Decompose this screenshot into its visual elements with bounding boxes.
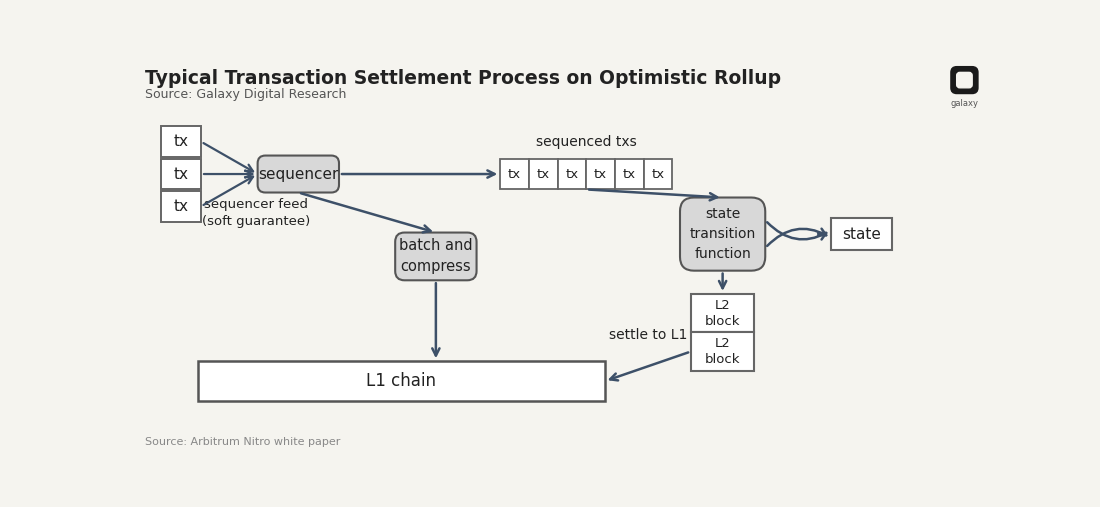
Text: tx: tx	[174, 199, 188, 214]
FancyBboxPatch shape	[952, 67, 978, 93]
Bar	[500, 159, 529, 190]
Bar	[832, 218, 892, 250]
Bar	[644, 159, 672, 190]
Bar	[615, 159, 644, 190]
Text: L2
block: L2 block	[705, 299, 740, 328]
Text: Source: Arbitrum Nitro white paper: Source: Arbitrum Nitro white paper	[145, 438, 341, 447]
FancyBboxPatch shape	[957, 73, 972, 88]
FancyBboxPatch shape	[680, 198, 766, 271]
Bar	[691, 294, 755, 332]
Text: tx: tx	[174, 166, 188, 182]
Text: tx: tx	[508, 167, 521, 180]
Bar	[691, 332, 755, 371]
Text: tx: tx	[651, 167, 664, 180]
Text: L2
block: L2 block	[705, 337, 740, 366]
Text: sequenced txs: sequenced txs	[536, 135, 637, 149]
Text: Typical Transaction Settlement Process on Optimistic Rollup: Typical Transaction Settlement Process o…	[145, 68, 781, 88]
Bar	[558, 159, 586, 190]
Text: tx: tx	[174, 134, 188, 149]
Bar	[161, 126, 201, 157]
Bar	[529, 159, 558, 190]
FancyBboxPatch shape	[395, 233, 476, 280]
Text: state: state	[842, 227, 881, 242]
Text: sequencer: sequencer	[258, 166, 339, 182]
Text: L1 chain: L1 chain	[366, 372, 437, 390]
Text: tx: tx	[565, 167, 579, 180]
Text: tx: tx	[594, 167, 607, 180]
Bar	[161, 159, 201, 190]
Text: Source: Galaxy Digital Research: Source: Galaxy Digital Research	[145, 88, 346, 101]
Bar	[161, 191, 201, 222]
Bar	[586, 159, 615, 190]
Text: batch and
compress: batch and compress	[399, 238, 473, 274]
Text: tx: tx	[623, 167, 636, 180]
Text: tx: tx	[537, 167, 550, 180]
FancyBboxPatch shape	[257, 156, 339, 193]
Text: galaxy: galaxy	[950, 99, 978, 108]
Bar	[198, 361, 605, 401]
Text: sequencer feed
(soft guarantee): sequencer feed (soft guarantee)	[201, 198, 310, 228]
Text: settle to L1: settle to L1	[608, 328, 688, 342]
Text: state
transition
function: state transition function	[690, 207, 756, 261]
